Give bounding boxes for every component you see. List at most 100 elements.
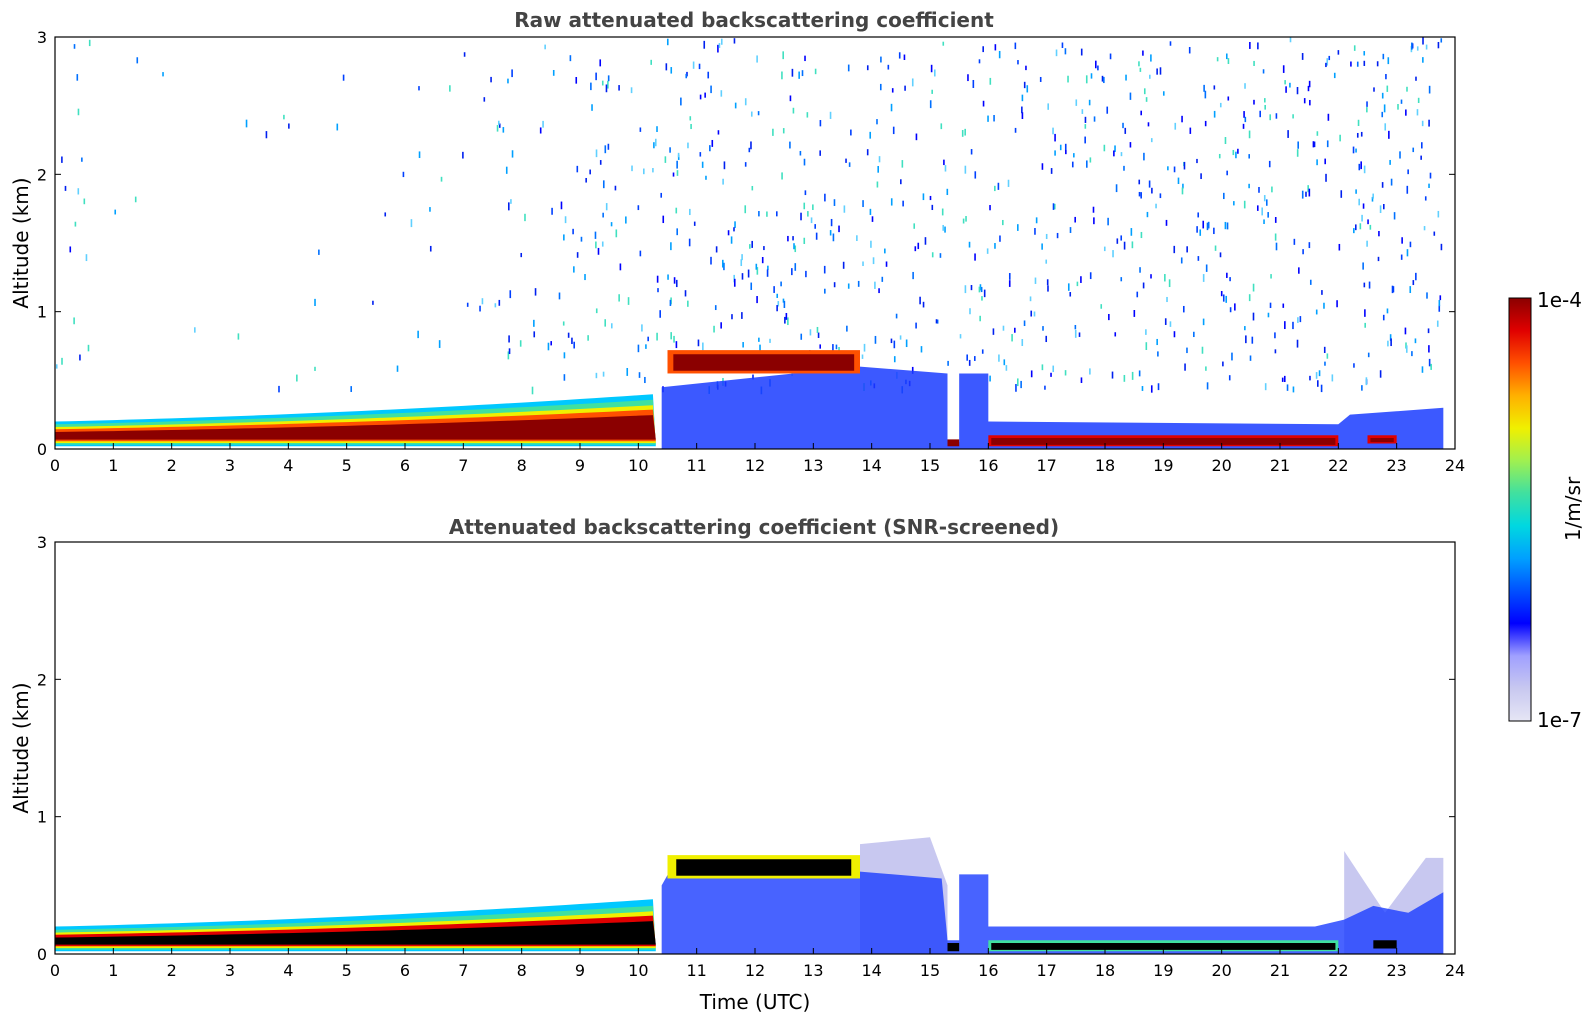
noise-speck [597,247,600,255]
noise-speck [662,215,665,224]
noise-speck [417,330,419,339]
noise-speck [744,205,747,214]
noise-speck [720,38,723,45]
noise-speck [1325,173,1327,182]
noise-speck [733,274,735,283]
noise-speck [283,114,285,120]
noise-speck [903,54,906,61]
noise-speck [644,376,646,384]
x-axis-label: Time (UTC) [699,990,811,1014]
noise-speck [1324,158,1326,165]
noise-speck [1420,155,1422,160]
noise-speck [1140,110,1143,116]
noise-speck [1213,110,1216,118]
noise-speck [1120,277,1123,282]
noise-speck [1182,305,1185,313]
noise-speck [1101,75,1104,82]
noise-speck [1069,292,1072,297]
noise-speck [1379,370,1382,378]
x-tick-label: 18 [1095,961,1115,980]
noise-speck [731,314,733,320]
noise-speck [869,131,872,139]
x-tick-label: 2 [167,456,177,475]
noise-speck [519,340,522,347]
noise-speck [1377,256,1380,262]
noise-speck [1184,363,1186,371]
noise-speck [1249,42,1251,49]
noise-speck [1041,163,1044,170]
noise-speck [1333,72,1336,79]
noise-speck [756,55,758,63]
noise-speck [1173,245,1176,254]
noise-speck [1312,141,1315,148]
noise-speck [1422,57,1424,63]
noise-speck [1368,281,1371,289]
x-tick-label: 13 [803,456,823,475]
noise-speck [1015,384,1017,392]
noise-speck [1145,97,1148,102]
noise-speck [1265,199,1268,206]
noise-speck [652,168,654,173]
noise-speck [1227,58,1230,64]
noise-speck [1309,375,1311,381]
noise-speck [749,244,751,249]
noise-speck [1400,254,1403,260]
noise-speck [965,216,967,222]
noise-speck [978,286,981,293]
x-tick-label: 15 [920,456,940,475]
noise-speck [1052,127,1054,135]
y-tick-label: 2 [37,670,47,689]
noise-speck [1181,187,1184,195]
noise-speck [605,84,608,93]
noise-speck [1315,372,1318,379]
noise-speck [1055,49,1058,57]
fog-layer-core [991,438,1336,445]
noise-speck [162,72,164,77]
noise-speck [1440,38,1443,43]
noise-speck [1369,224,1372,230]
noise-speck [601,241,604,247]
noise-speck [924,237,927,245]
noise-speck [1169,321,1172,327]
noise-speck [690,123,692,130]
noise-speck [776,211,778,217]
noise-speck [507,202,510,211]
noise-speck [1151,187,1153,194]
noise-speck [1174,122,1177,130]
noise-speck [707,71,710,79]
noise-speck [1383,104,1386,113]
noise-speck [1088,99,1091,106]
noise-speck [748,147,751,153]
noise-speck [595,72,597,81]
noise-speck [915,133,918,141]
fog-spot [1373,940,1397,949]
noise-speck [1324,361,1326,366]
noise-speck [1378,230,1380,237]
noise-speck [1131,241,1134,249]
noise-speck [1177,177,1180,185]
noise-speck [1305,191,1307,197]
noise-speck [463,52,466,57]
noise-speck [1327,113,1330,121]
noise-speck [1080,276,1082,283]
noise-speck [847,64,850,72]
noise-speck [1263,219,1265,225]
noise-speck [55,364,58,369]
x-tick-label: 7 [458,456,468,475]
noise-speck [1267,212,1269,218]
noise-speck [1056,232,1059,239]
noise-speck [892,126,895,135]
noise-speck [857,280,860,287]
noise-speck [1313,141,1316,148]
noise-speck [885,261,888,267]
noise-speck [507,78,509,84]
noise-speck [1358,163,1361,171]
noise-speck [1214,245,1217,251]
noise-speck [838,225,840,233]
noise-speck [657,288,659,293]
noise-speck [740,259,743,267]
noise-speck [1244,83,1246,89]
noise-speck [842,261,845,269]
noise-speck [647,336,649,342]
x-tick-label: 22 [1328,456,1348,475]
